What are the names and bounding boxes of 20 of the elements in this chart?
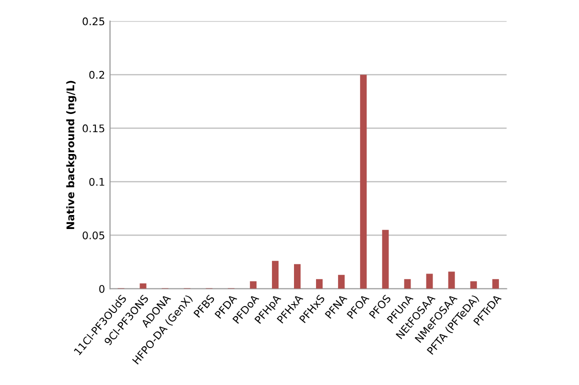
y-tick-label: 0.1 bbox=[89, 178, 104, 186]
bar bbox=[404, 279, 411, 289]
bar bbox=[360, 74, 367, 289]
bar bbox=[382, 230, 389, 289]
bar bbox=[294, 264, 301, 289]
y-tick-label: 0.05 bbox=[82, 231, 104, 240]
bar bbox=[250, 281, 257, 289]
y-tick-label: 0.2 bbox=[89, 70, 104, 79]
y-tick-label: 0.25 bbox=[82, 17, 104, 26]
bar bbox=[426, 274, 433, 289]
bar bbox=[140, 283, 146, 289]
bar bbox=[316, 279, 323, 289]
bar bbox=[272, 260, 279, 289]
bar bbox=[470, 281, 477, 289]
y-axis-title: Native background (ng/L) bbox=[66, 80, 76, 229]
bar bbox=[492, 279, 499, 289]
bar bbox=[338, 274, 345, 289]
y-tick-label: 0.15 bbox=[82, 124, 104, 132]
bar bbox=[448, 272, 455, 289]
y-tick-label: 0 bbox=[99, 284, 104, 293]
